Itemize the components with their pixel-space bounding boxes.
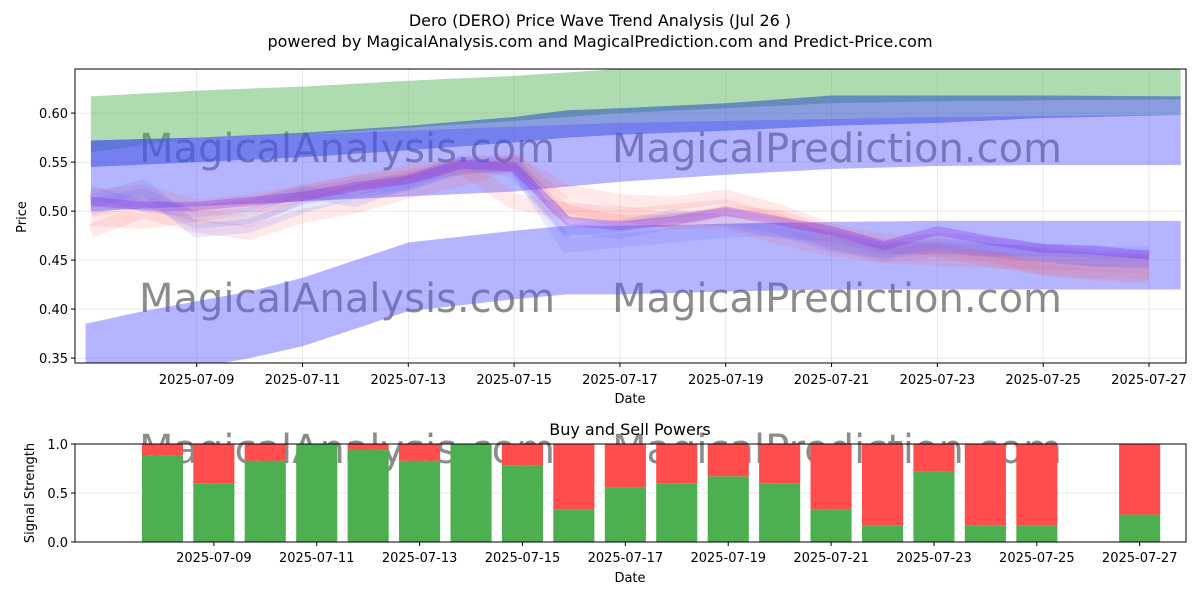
mid-blue-band xyxy=(90,115,1181,212)
sell-bar xyxy=(244,444,286,461)
signal-y-ticks: 0.0 0.5 1.0 xyxy=(47,438,75,551)
buy-bar xyxy=(810,509,852,542)
signal-x-tick-label: 2025-07-27 xyxy=(1102,551,1178,566)
buy-bar xyxy=(759,483,801,542)
wave-line-3 xyxy=(89,161,1150,284)
wave-line-1 xyxy=(90,153,1150,280)
sell-bar xyxy=(1016,444,1058,526)
signal-y-tick-label: 1.0 xyxy=(47,438,68,453)
price-y-tick-label: 0.55 xyxy=(39,156,68,171)
signal-y-tick-label: 0.5 xyxy=(47,487,68,502)
signal-y-tick-label: 0.0 xyxy=(47,536,68,551)
price-y-tick-label: 0.50 xyxy=(39,205,68,220)
wave-line-4 xyxy=(89,156,1149,267)
price-x-tick-label: 2025-07-13 xyxy=(371,373,447,388)
price-x-tick-label: 2025-07-09 xyxy=(159,373,235,388)
price-axes-frame xyxy=(74,68,1187,364)
buy-bar xyxy=(450,444,492,542)
sell-bar xyxy=(501,444,543,466)
signal-y-label: Signal Strength xyxy=(23,443,38,543)
chart-subtitle: powered by MagicalAnalysis.com and Magic… xyxy=(267,32,932,51)
wave-line-7 xyxy=(90,159,1150,260)
signal-x-tick-label: 2025-07-15 xyxy=(485,551,561,566)
upper-blue-band xyxy=(90,95,1181,167)
buy-bar xyxy=(347,449,389,542)
price-x-tick-label: 2025-07-15 xyxy=(476,373,552,388)
wave-line-2 xyxy=(88,155,1149,268)
signal-x-tick-label: 2025-07-11 xyxy=(279,551,355,566)
price-bands xyxy=(85,69,1181,363)
sell-bar xyxy=(707,444,749,477)
buy-bar xyxy=(193,483,235,542)
price-y-ticks: 0.35 0.40 0.45 0.50 0.55 0.60 xyxy=(39,107,75,367)
price-x-tick-label: 2025-07-27 xyxy=(1111,373,1187,388)
signal-title: Buy and Sell Powers xyxy=(549,420,711,439)
signal-x-tick-label: 2025-07-09 xyxy=(176,551,252,566)
price-y-tick-label: 0.35 xyxy=(39,352,68,367)
price-x-tick-label: 2025-07-21 xyxy=(794,373,870,388)
signal-x-tick-label: 2025-07-17 xyxy=(588,551,664,566)
price-x-label: Date xyxy=(614,392,645,407)
price-y-tick-label: 0.40 xyxy=(39,303,68,318)
watermark-text: MagicalPrediction.com xyxy=(612,276,1062,322)
price-x-ticks: 2025-07-09 2025-07-11 2025-07-13 2025-07-15… xyxy=(159,363,1187,388)
signal-x-tick-label: 2025-07-19 xyxy=(690,551,766,566)
lower-blue-band xyxy=(85,220,1181,363)
sell-bar xyxy=(347,444,389,450)
signal-x-ticks: 2025-07-09 2025-07-11 2025-07-13 2025-07-15… xyxy=(176,542,1177,566)
sell-bar xyxy=(399,444,441,461)
sell-bar xyxy=(604,444,646,488)
buy-bar xyxy=(1016,525,1058,542)
buy-bar xyxy=(707,476,749,542)
sell-bar xyxy=(1119,444,1161,515)
price-wave-lines xyxy=(88,153,1150,284)
signal-x-tick-label: 2025-07-23 xyxy=(896,551,972,566)
buy-bar xyxy=(964,525,1006,542)
sell-bar xyxy=(553,444,595,510)
buy-bar xyxy=(913,471,955,542)
price-x-tick-label: 2025-07-11 xyxy=(265,373,341,388)
buy-bar xyxy=(604,487,646,542)
price-y-tick-label: 0.60 xyxy=(39,107,68,122)
signal-x-tick-label: 2025-07-21 xyxy=(793,551,869,566)
sell-bar xyxy=(964,444,1006,526)
price-x-tick-label: 2025-07-17 xyxy=(582,373,658,388)
wave-line-5 xyxy=(89,157,1150,270)
sell-bar xyxy=(862,444,904,526)
sell-bar xyxy=(193,444,235,484)
signal-x-tick-label: 2025-07-25 xyxy=(999,551,1075,566)
buy-bar xyxy=(1119,514,1161,542)
price-panel: MagicalAnalysis.com MagicalPrediction.com… xyxy=(15,68,1187,407)
buy-bar xyxy=(244,460,286,542)
buy-bar xyxy=(656,483,698,542)
chart-title: Dero (DERO) Price Wave Trend Analysis (J… xyxy=(409,11,791,30)
signal-x-tick-label: 2025-07-13 xyxy=(382,551,458,566)
buy-bar xyxy=(399,460,441,542)
buy-bar xyxy=(501,465,543,542)
signal-panel: Buy and Sell Powers MagicalAnalysis.comM… xyxy=(23,420,1187,586)
buy-bar xyxy=(296,444,338,542)
price-y-label: Price xyxy=(15,201,30,233)
watermark-text: MagicalAnalysis.com xyxy=(139,276,555,322)
sell-bar xyxy=(810,444,852,510)
wave-line-0 xyxy=(90,159,1150,273)
sell-bar xyxy=(913,444,955,472)
sell-bar xyxy=(656,444,698,484)
buy-bar xyxy=(141,455,183,542)
watermark-text: MagicalPrediction.com xyxy=(612,126,1062,172)
signal-x-label: Date xyxy=(614,571,645,586)
wave-line-6 xyxy=(89,156,1149,259)
sell-bar xyxy=(759,444,801,484)
price-y-tick-label: 0.45 xyxy=(39,254,68,269)
price-x-tick-label: 2025-07-23 xyxy=(900,373,976,388)
buy-bar xyxy=(862,525,904,542)
price-x-tick-label: 2025-07-19 xyxy=(688,373,764,388)
sell-bar xyxy=(141,444,183,456)
signal-bars xyxy=(141,444,1161,542)
buy-bar xyxy=(553,509,595,542)
price-x-tick-label: 2025-07-25 xyxy=(1005,373,1081,388)
